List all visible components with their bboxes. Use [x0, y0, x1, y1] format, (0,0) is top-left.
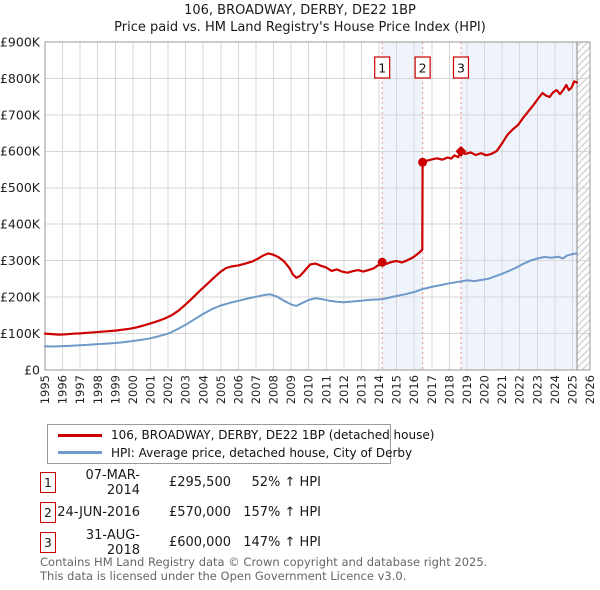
- sale-number-badge: 1: [40, 472, 56, 493]
- x-axis-labels: 1995 1996 1997 1998 1999 2000 2001 2002 2003 2004…: [38, 375, 597, 404]
- plot-border: [44, 41, 591, 371]
- y-tick-label: £100K: [0, 326, 41, 341]
- sales-table: 1 07-MAR-2014 £295,500 52% ↑ HPI 2 24-JU…: [40, 468, 321, 562]
- x-tick-label: 2019: [460, 375, 474, 404]
- table-row: 2 24-JUN-2016 £570,000 157% ↑ HPI: [40, 502, 321, 523]
- x-tick-label: 2021: [495, 375, 509, 404]
- x-tick-label: 2008: [267, 375, 281, 404]
- x-tick-label: 2007: [249, 375, 263, 404]
- y-tick-label: £900K: [0, 34, 41, 49]
- x-tick-label: 2001: [144, 375, 158, 404]
- hpi-series-line: [44, 252, 578, 348]
- x-tick-label: 2011: [319, 375, 333, 404]
- sale-hpi-delta: 157% ↑ HPI: [243, 505, 321, 520]
- x-tick-label: 2004: [196, 375, 210, 404]
- y-tick-label: £300K: [0, 253, 41, 268]
- x-tick-label: 2024: [548, 375, 562, 404]
- sale-price: £295,500: [168, 475, 231, 490]
- x-tick-label: 2003: [179, 375, 193, 404]
- hpi-line-swatch: [58, 451, 102, 455]
- property-line-swatch: [58, 433, 102, 437]
- x-tick-label: 2015: [390, 375, 404, 404]
- legend-label-property: 106, BROADWAY, DERBY, DE22 1BP (detached…: [111, 428, 435, 443]
- x-tick-label: 1996: [56, 375, 70, 404]
- y-tick-label: £800K: [0, 71, 41, 86]
- x-tick-label: 2005: [214, 375, 228, 404]
- shaded-band: [382, 42, 423, 370]
- sale-flag-number: 1: [378, 61, 386, 76]
- x-tick-label: 2018: [442, 375, 456, 404]
- table-row: 1 07-MAR-2014 £295,500 52% ↑ HPI: [40, 468, 321, 498]
- x-tick-label: 2013: [354, 375, 368, 404]
- sale-date: 31-AUG-2018: [85, 527, 140, 558]
- y-tick-label: £600K: [0, 144, 41, 159]
- x-tick-label: 1995: [38, 375, 52, 404]
- legend-item-hpi: HPI: Average price, detached house, City…: [48, 445, 412, 461]
- page-subtitle: Price paid vs. HM Land Registry's House …: [114, 20, 486, 35]
- sale-flag-1: 1: [374, 56, 391, 79]
- sale-price: £600,000: [168, 535, 231, 550]
- x-tick-label: 1998: [91, 375, 105, 404]
- footer-line-1: Contains HM Land Registry data © Crown c…: [40, 555, 488, 569]
- x-tick-label: 2012: [337, 375, 351, 404]
- x-tick-label: 2020: [478, 375, 492, 404]
- sale-flag-number: 3: [457, 61, 465, 76]
- price-history-chart: 1 2 3 £0 £100K £200K £300K £400K £500K £600K £700K…: [0, 34, 597, 404]
- sale-number-badge: 2: [40, 502, 56, 523]
- x-tick-label: 1997: [73, 375, 87, 404]
- x-tick-label: 2026: [583, 375, 597, 404]
- x-tick-label: 2000: [126, 375, 140, 404]
- sale-point-3: [455, 145, 467, 157]
- sale-hpi-delta: 52% ↑ HPI: [251, 475, 321, 490]
- y-tick-label: £0: [24, 362, 40, 377]
- x-tick-label: 1999: [108, 375, 122, 404]
- y-tick-label: £700K: [0, 107, 41, 122]
- x-tick-label: 2006: [231, 375, 245, 404]
- x-tick-label: 2023: [530, 375, 544, 404]
- footer-line-2: This data is licensed under the Open Gov…: [40, 568, 407, 583]
- future-hatch: [576, 42, 590, 370]
- table-row: 3 31-AUG-2018 £600,000 147% ↑ HPI: [40, 528, 321, 558]
- y-tick-label: £200K: [0, 289, 41, 304]
- sale-hpi-delta: 147% ↑ HPI: [243, 535, 321, 550]
- x-tick-label: 2009: [284, 375, 298, 404]
- chart-legend: 106, BROADWAY, DERBY, DE22 1BP (detached…: [47, 424, 434, 464]
- sale-date: 24-JUN-2016: [57, 505, 140, 520]
- legend-label-hpi: HPI: Average price, detached house, City…: [111, 445, 413, 460]
- property-series-line: [43, 80, 579, 336]
- shaded-band: [460, 42, 577, 370]
- license-footer: Contains HM Land Registry data © Crown c…: [40, 555, 488, 583]
- x-tick-label: 2016: [407, 375, 421, 404]
- y-axis-labels: £0 £100K £200K £300K £400K £500K £600K £700K £80…: [0, 34, 41, 377]
- sale-number-badge: 3: [40, 532, 56, 553]
- x-tick-label: 2010: [302, 375, 316, 404]
- page-title: 106, BROADWAY, DERBY, DE22 1BP: [184, 3, 416, 18]
- y-tick-label: £500K: [0, 180, 41, 195]
- shaded-bands: [382, 42, 577, 370]
- sale-point-2: [418, 157, 428, 167]
- x-tick-label: 2022: [513, 375, 527, 404]
- x-tick-label: 2025: [565, 375, 579, 404]
- sale-flag-number: 2: [419, 61, 427, 76]
- x-tick-label: 2014: [372, 375, 386, 404]
- y-tick-label: £400K: [0, 217, 41, 232]
- sale-flag-2: 2: [414, 56, 431, 79]
- sale-price: £570,000: [168, 505, 231, 520]
- legend-item-property: 106, BROADWAY, DERBY, DE22 1BP (detached…: [48, 427, 434, 443]
- x-tick-label: 2017: [425, 375, 439, 404]
- sale-point-1: [377, 257, 387, 267]
- x-tick-label: 2002: [161, 375, 175, 404]
- sale-flag-3: 3: [452, 56, 470, 79]
- sale-date: 07-MAR-2014: [85, 467, 140, 498]
